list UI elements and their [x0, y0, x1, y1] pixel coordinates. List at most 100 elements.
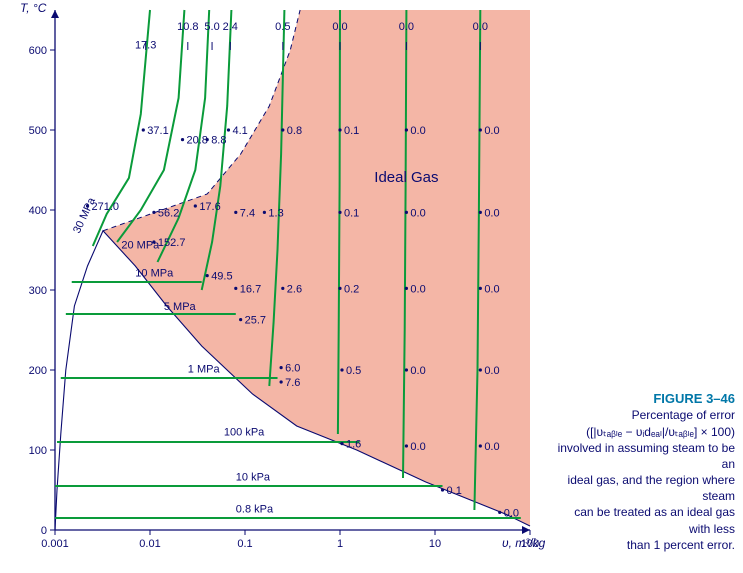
error-value-label: 0.2	[344, 283, 359, 295]
error-value-label: 0.0	[410, 441, 425, 453]
error-value-marker	[498, 511, 501, 514]
figure-label: FIGURE 3–46	[555, 390, 735, 408]
error-value-marker	[479, 368, 482, 371]
x-tick-label: 0.1	[237, 538, 252, 550]
error-value-label: 4.1	[232, 125, 247, 137]
caption-line: Percentage of error	[555, 407, 735, 423]
error-value-marker	[405, 368, 408, 371]
chart-area: 0.0010.010.1110100υ, m³/kg01002003004005…	[0, 0, 545, 573]
error-value-marker	[263, 211, 266, 214]
y-tick-label: 500	[29, 125, 47, 137]
caption-line: than 1 percent error.	[555, 537, 735, 553]
error-value-label: 0.1	[344, 207, 359, 219]
error-value-marker	[479, 211, 482, 214]
error-value-marker	[281, 128, 284, 131]
error-value-label: 0.0	[410, 207, 425, 219]
x-tick-label: 0.01	[139, 538, 160, 550]
y-tick-label: 400	[29, 205, 47, 217]
pressure-label: 5 MPa	[164, 301, 197, 313]
error-value-marker	[194, 204, 197, 207]
error-value-label: 56.2	[158, 207, 179, 219]
error-value-label: 271.0	[92, 201, 120, 213]
pressure-label: 100 kPa	[224, 427, 265, 439]
x-axis-arrow	[522, 526, 530, 534]
ideal-gas-label: Ideal Gas	[374, 169, 438, 186]
error-value-marker	[479, 128, 482, 131]
x-tick-label: 0.001	[41, 538, 69, 550]
y-tick-label: 100	[29, 445, 47, 457]
error-value-label: 37.1	[147, 125, 168, 137]
error-value-marker	[152, 211, 155, 214]
y-tick-label: 0	[41, 525, 47, 537]
error-value-label: 17.6	[199, 201, 220, 213]
error-value-label: 1.6	[346, 439, 361, 451]
error-value-label: 0.0	[410, 283, 425, 295]
error-value-label: 20.8	[187, 135, 208, 147]
error-value-marker	[479, 287, 482, 290]
error-value-marker	[280, 366, 283, 369]
x-tick-label: 10	[429, 538, 441, 550]
error-value-label: 49.5	[211, 271, 232, 283]
y-tick-label: 300	[29, 285, 47, 297]
error-value-marker	[479, 444, 482, 447]
error-value-marker	[181, 138, 184, 141]
error-value-label: 0.0	[484, 283, 499, 295]
error-value-marker	[206, 274, 209, 277]
isobar-top-label: 10.8	[177, 21, 198, 33]
error-value-marker	[405, 211, 408, 214]
figure-container: 0.0010.010.1110100υ, m³/kg01002003004005…	[0, 0, 743, 573]
error-value-label: 0.8	[287, 125, 302, 137]
pressure-label: 10 MPa	[135, 267, 174, 279]
y-axis-arrow	[51, 10, 59, 18]
caption-line: ideal gas, and the region where steam	[555, 472, 735, 504]
pressure-label: 10 kPa	[236, 471, 271, 483]
error-value-label: 0.0	[410, 125, 425, 137]
caption-line: can be treated as an ideal gas with less	[555, 504, 735, 536]
x-axis-label: υ, m³/kg	[502, 536, 545, 550]
isobar-top-label: 0.0	[332, 21, 347, 33]
error-value-marker	[280, 380, 283, 383]
y-axis-label: T, °C	[20, 1, 47, 15]
error-value-marker	[338, 287, 341, 290]
error-value-marker	[234, 287, 237, 290]
error-value-marker	[206, 138, 209, 141]
error-value-label: 1.3	[268, 207, 283, 219]
error-value-marker	[405, 128, 408, 131]
isobar-top-label: 2.4	[223, 21, 238, 33]
error-value-marker	[142, 128, 145, 131]
error-value-label: 152.7	[158, 237, 186, 249]
y-tick-label: 600	[29, 45, 47, 57]
error-value-label: 16.7	[240, 283, 261, 295]
error-value-marker	[86, 204, 89, 207]
error-value-marker	[340, 368, 343, 371]
error-value-label: 0.0	[410, 365, 425, 377]
y-tick-label: 200	[29, 365, 47, 377]
pressure-label: 0.8 kPa	[236, 503, 274, 515]
chart-svg: 0.0010.010.1110100υ, m³/kg01002003004005…	[0, 0, 545, 573]
error-value-label: 0.0	[484, 365, 499, 377]
error-value-marker	[227, 128, 230, 131]
error-value-label: 7.6	[285, 377, 300, 389]
isobar-top-label: 5.0	[204, 21, 219, 33]
error-value-label: 25.7	[245, 315, 266, 327]
error-value-label: 8.8	[211, 135, 226, 147]
error-value-marker	[152, 240, 155, 243]
pressure-label: 1 MPa	[188, 363, 221, 375]
error-value-label: 0.5	[346, 365, 361, 377]
error-value-label: 0.0	[484, 441, 499, 453]
error-value-marker	[338, 211, 341, 214]
error-value-label: 0.0	[484, 125, 499, 137]
isobar-top-label: 0.0	[399, 21, 414, 33]
figure-caption: FIGURE 3–46 Percentage of error ([|υₜₐᵦₗ…	[555, 390, 735, 553]
error-value-label: 0.1	[344, 125, 359, 137]
error-value-marker	[405, 287, 408, 290]
error-value-label: 0.0	[484, 207, 499, 219]
error-value-marker	[234, 211, 237, 214]
error-value-marker	[441, 488, 444, 491]
error-value-marker	[239, 318, 242, 321]
error-value-marker	[281, 287, 284, 290]
caption-line: involved in assuming steam to be an	[555, 440, 735, 472]
error-value-label: 7.4	[240, 207, 255, 219]
error-value-marker	[340, 442, 343, 445]
error-value-marker	[338, 128, 341, 131]
